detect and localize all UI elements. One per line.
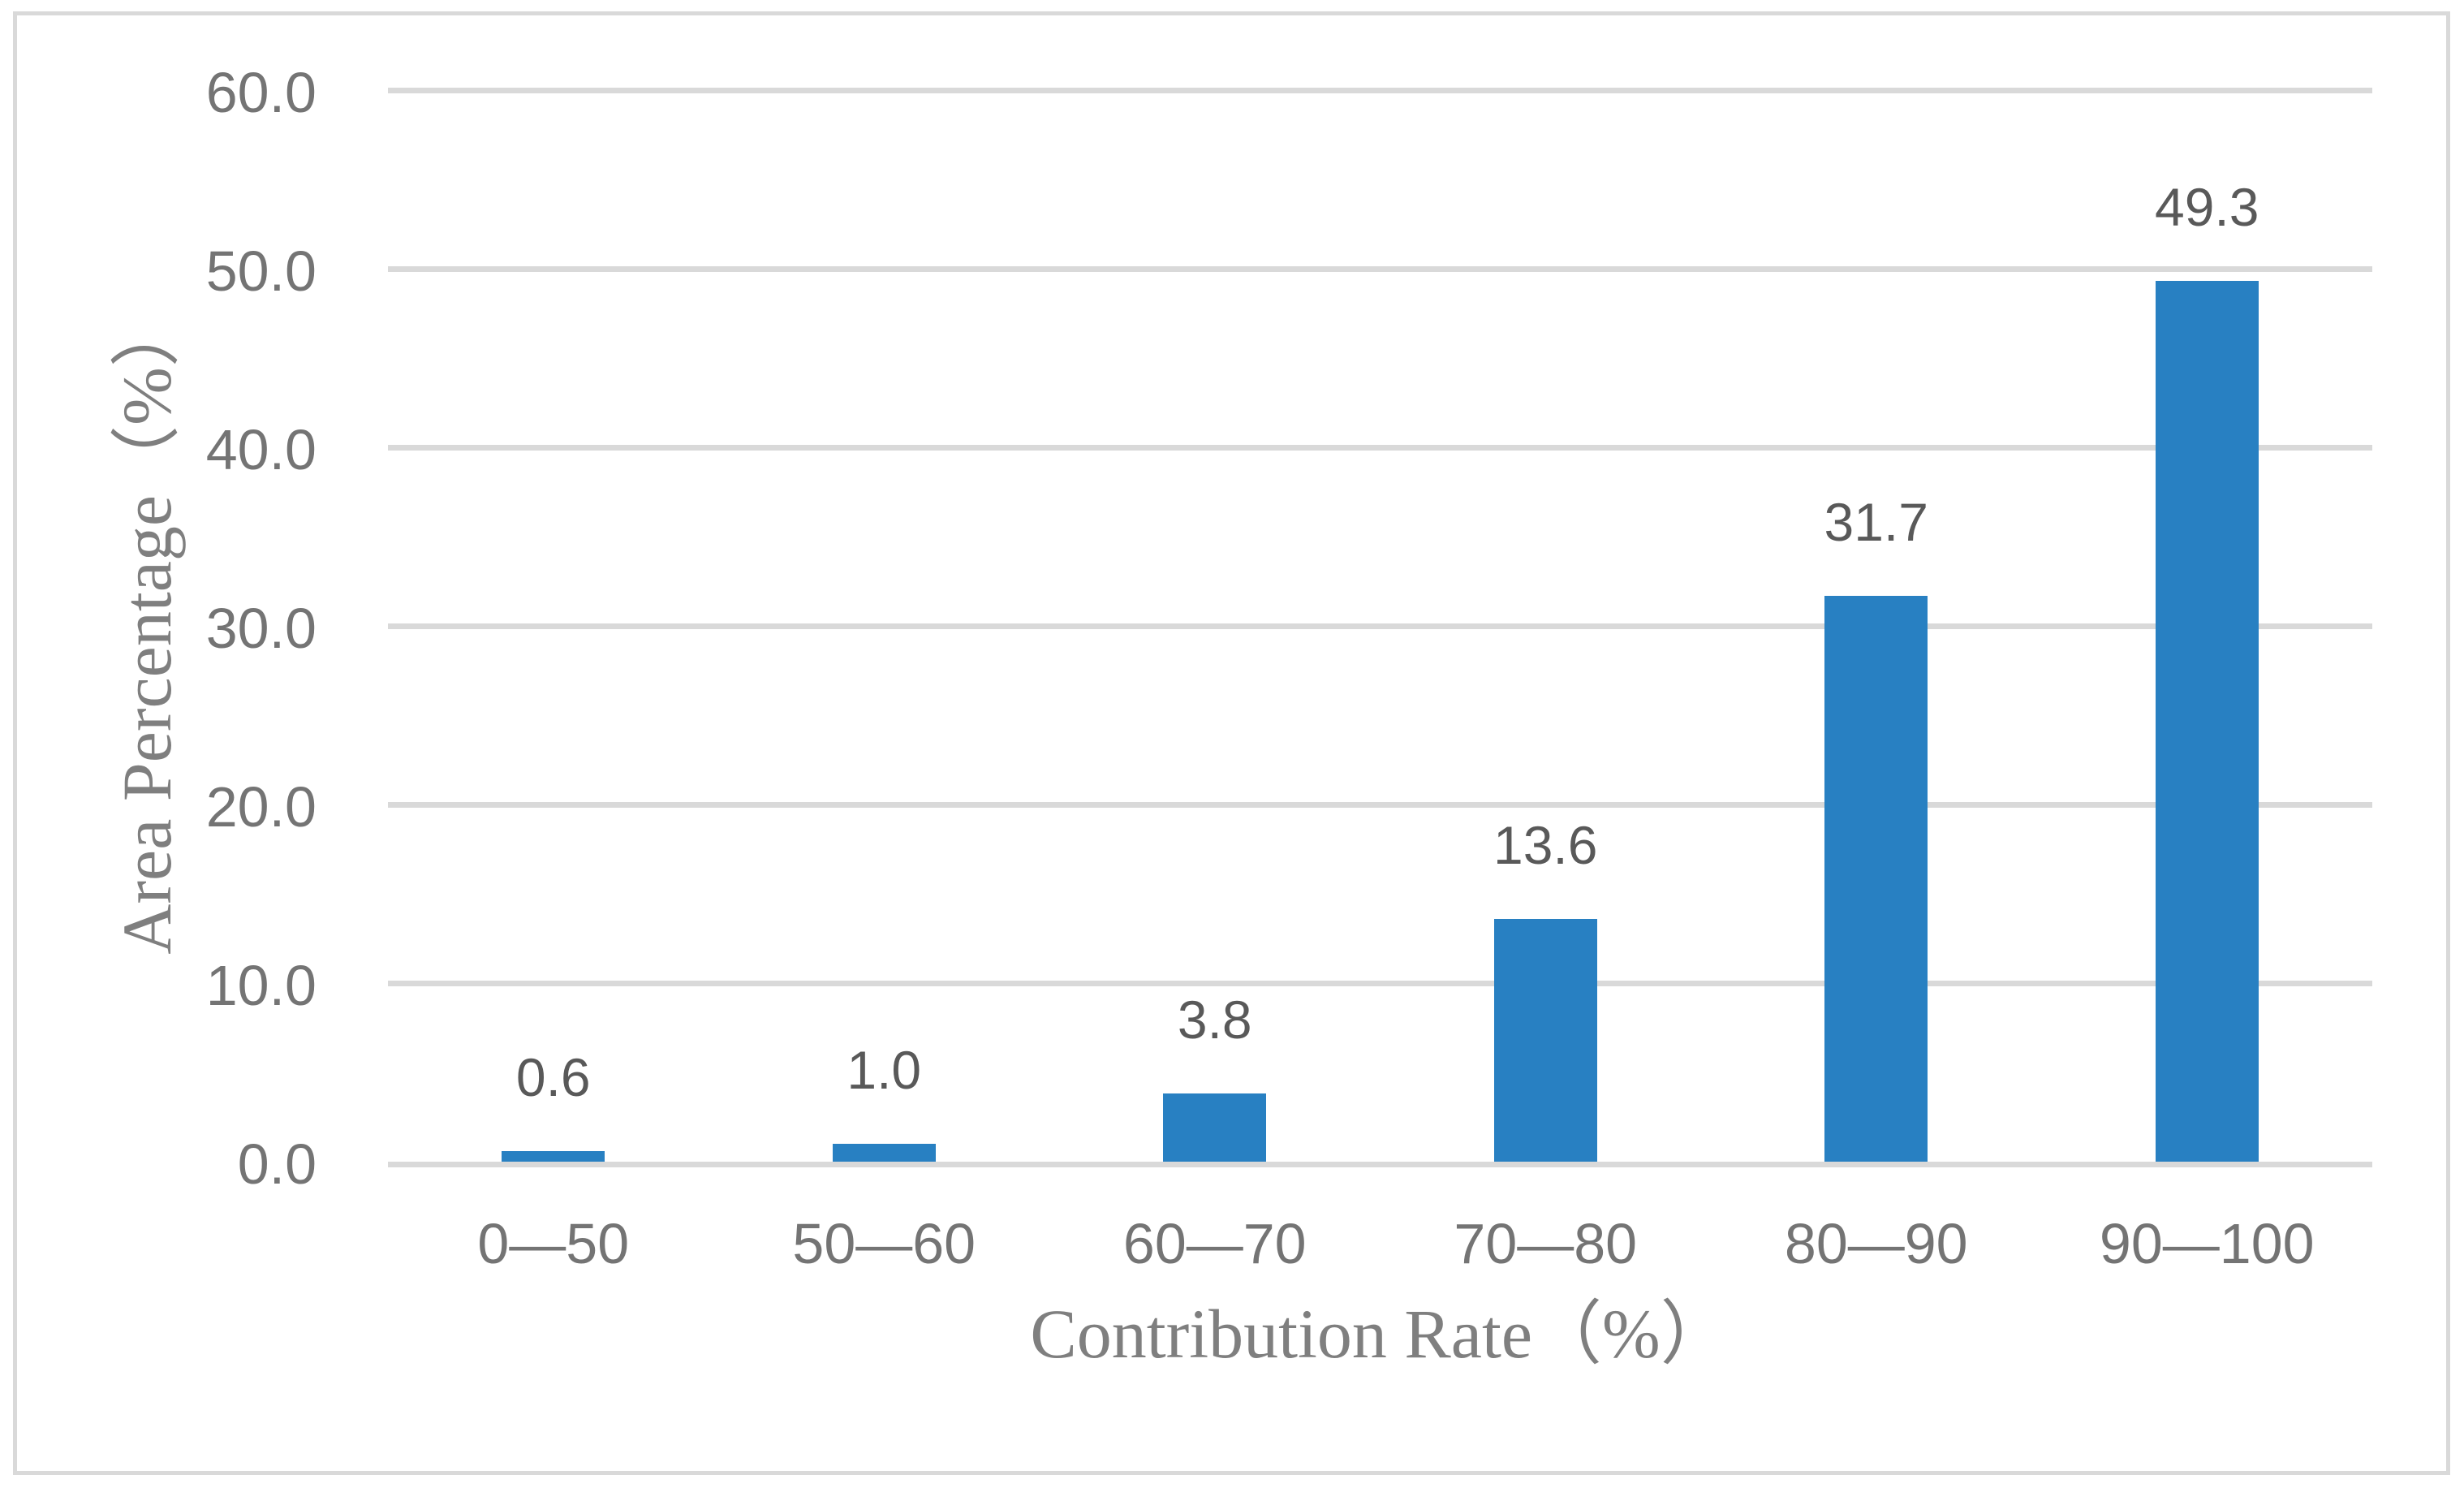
x-tick-label-50—60: 50—60: [792, 1212, 976, 1275]
data-label-3.8: 3.8: [1177, 990, 1252, 1050]
bar-90—100: [2155, 281, 2259, 1162]
data-label-13.6: 13.6: [1493, 814, 1598, 875]
y-tick-label-30.0: 30.0: [205, 597, 317, 660]
y-axis-title: Area Percentage（%）: [108, 297, 186, 955]
x-axis-title: Contribution Rate（%）: [1030, 1295, 1730, 1373]
y-tick-label-20.0: 20.0: [205, 775, 317, 839]
y-tick-label-40.0: 40.0: [205, 418, 317, 481]
x-tick-label-0—50: 0—50: [477, 1212, 630, 1275]
gridline-20.0: [388, 802, 2372, 808]
data-label-1.0: 1.0: [846, 1040, 922, 1100]
gridline-50.0: [388, 266, 2372, 272]
bar-50—60: [832, 1144, 936, 1162]
gridline-40.0: [388, 445, 2372, 451]
y-tick-label-60.0: 60.0: [205, 61, 317, 124]
bar-0—50: [502, 1150, 605, 1162]
x-tick-label-90—100: 90—100: [2099, 1212, 2315, 1275]
y-tick-label-0.0: 0.0: [237, 1132, 317, 1196]
x-tick-label-60—70: 60—70: [1122, 1212, 1307, 1275]
figure-border: [13, 11, 2450, 1475]
gridline-60.0: [388, 88, 2372, 93]
x-tick-label-80—90: 80—90: [1784, 1212, 1968, 1275]
data-label-49.3: 49.3: [2155, 177, 2259, 238]
x-axis-line: [388, 1162, 2372, 1167]
x-tick-label-70—80: 70—80: [1454, 1212, 1638, 1275]
plot-area: 0.6 1.0 3.8 13.6 31.7 49.3: [388, 88, 2372, 1167]
bar-80—90: [1824, 595, 1928, 1162]
bar-70—80: [1493, 918, 1597, 1162]
data-label-0.6: 0.6: [515, 1046, 591, 1107]
y-tick-label-50.0: 50.0: [205, 239, 317, 303]
y-tick-label-10.0: 10.0: [205, 954, 317, 1017]
gridline-30.0: [388, 623, 2372, 629]
gridline-10.0: [388, 981, 2372, 986]
data-label-31.7: 31.7: [1824, 491, 1928, 552]
bar-60—70: [1163, 1093, 1267, 1162]
